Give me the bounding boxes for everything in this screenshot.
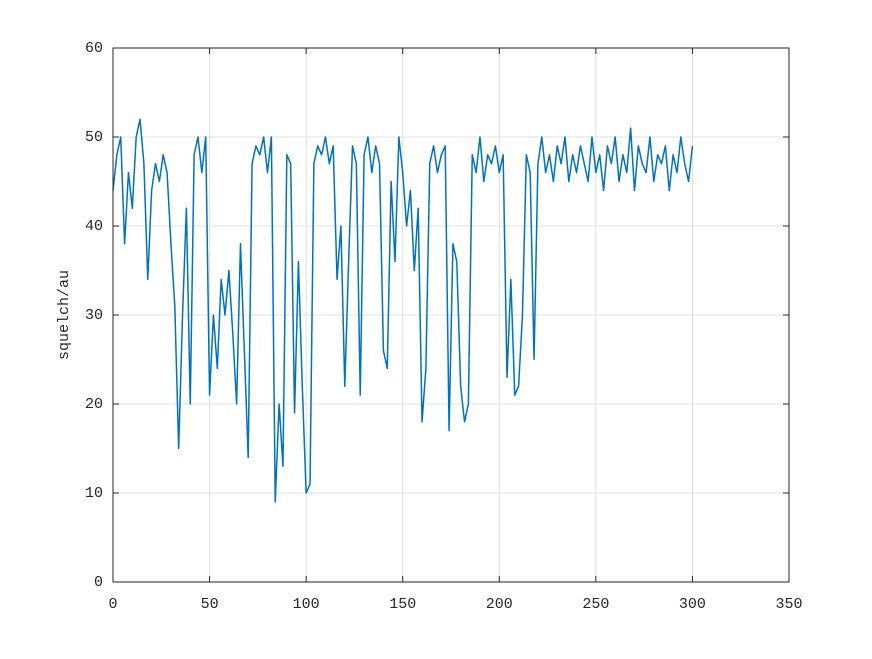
x-tick-label: 0 [108,596,117,613]
y-tick-label: 60 [85,40,103,57]
y-tick-label: 40 [85,218,103,235]
y-tick-label: 50 [85,129,103,146]
y-axis-label: squelch/au [56,270,73,360]
x-tick-label: 150 [389,596,416,613]
axes-box [112,47,790,583]
y-tick-label: 10 [85,485,103,502]
y-tick-label: 0 [94,574,103,591]
y-tick-label: 20 [85,396,103,413]
x-tick-label: 50 [201,596,219,613]
x-tick-label: 100 [293,596,320,613]
x-tick-label: 200 [486,596,513,613]
y-tick-label: 30 [85,307,103,324]
x-tick-label: 300 [679,596,706,613]
data-line [112,118,694,503]
x-tick-label: 250 [582,596,609,613]
x-tick-label: 350 [775,596,802,613]
